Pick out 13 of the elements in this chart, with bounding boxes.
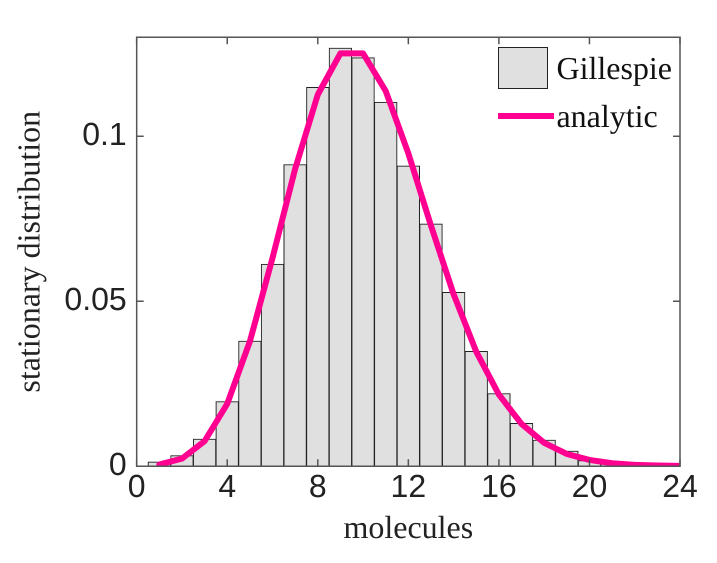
y-axis-title: stationary distribution	[10, 110, 47, 393]
y-tick-label: 0	[108, 446, 127, 482]
y-tick-label: 0.05	[64, 281, 127, 318]
x-tick-label: 16	[481, 468, 517, 504]
x-tick-label: 8	[308, 468, 327, 504]
legend-label: Gillespie	[556, 50, 672, 86]
x-tick-label: 12	[390, 468, 426, 504]
x-tick-label: 4	[218, 468, 236, 504]
x-tick-label: 20	[572, 468, 608, 504]
legend-label: analytic	[556, 98, 658, 134]
x-axis-title: molecules	[343, 509, 474, 546]
y-tick-label: 0.1	[82, 116, 127, 152]
x-tick-label: 24	[662, 468, 698, 504]
